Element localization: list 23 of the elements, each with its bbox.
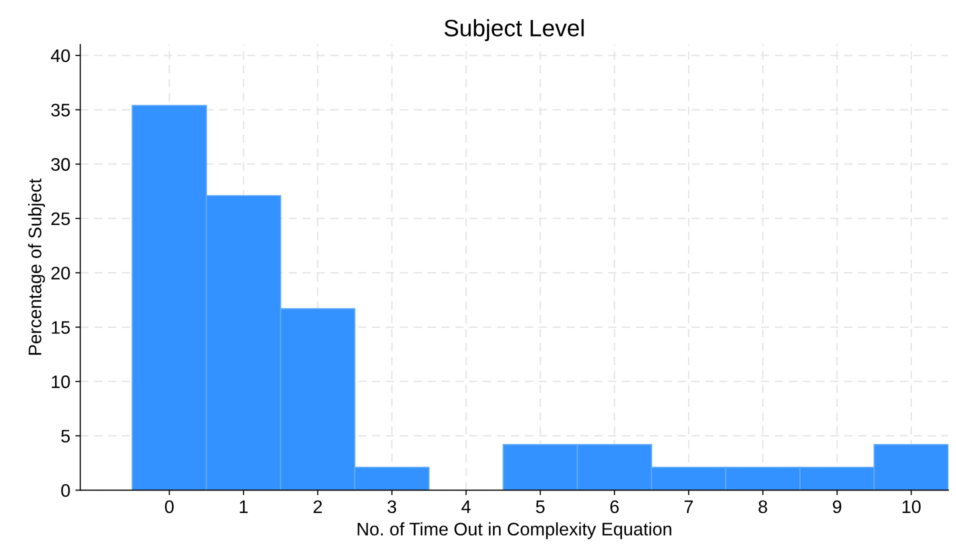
x-tick-label: 2	[314, 500, 322, 513]
y-tick-label: 0	[61, 484, 70, 497]
x-axis-title: No. of Time Out in Complexity Equation	[358, 522, 672, 540]
x-tick-label: 5	[536, 500, 545, 514]
x-tick-label: 3	[388, 500, 396, 514]
y-axis-title: Percentage of Subject	[28, 178, 45, 355]
x-tick-label: 7	[684, 500, 693, 513]
y-tick-label: 25	[51, 212, 70, 226]
x-tick-label: 10	[902, 500, 921, 514]
y-tick-label: 20	[51, 266, 70, 280]
chart-title: Subject Level	[444, 19, 584, 42]
y-tick-label: 10	[52, 375, 70, 388]
y-tick-label: 30	[51, 158, 70, 171]
y-tick-label: 40	[50, 49, 70, 62]
x-tick-label: 0	[165, 500, 174, 514]
x-tick-label: 8	[758, 500, 768, 514]
y-tick-label: 35	[51, 104, 70, 116]
y-tick-label: 15	[52, 321, 70, 334]
y-tick-label: 5	[61, 430, 70, 443]
x-tick-label: 9	[832, 500, 842, 514]
x-tick-label: 6	[610, 500, 619, 514]
x-tick-label: 4	[462, 500, 471, 513]
x-tick-label: 1	[240, 500, 248, 513]
